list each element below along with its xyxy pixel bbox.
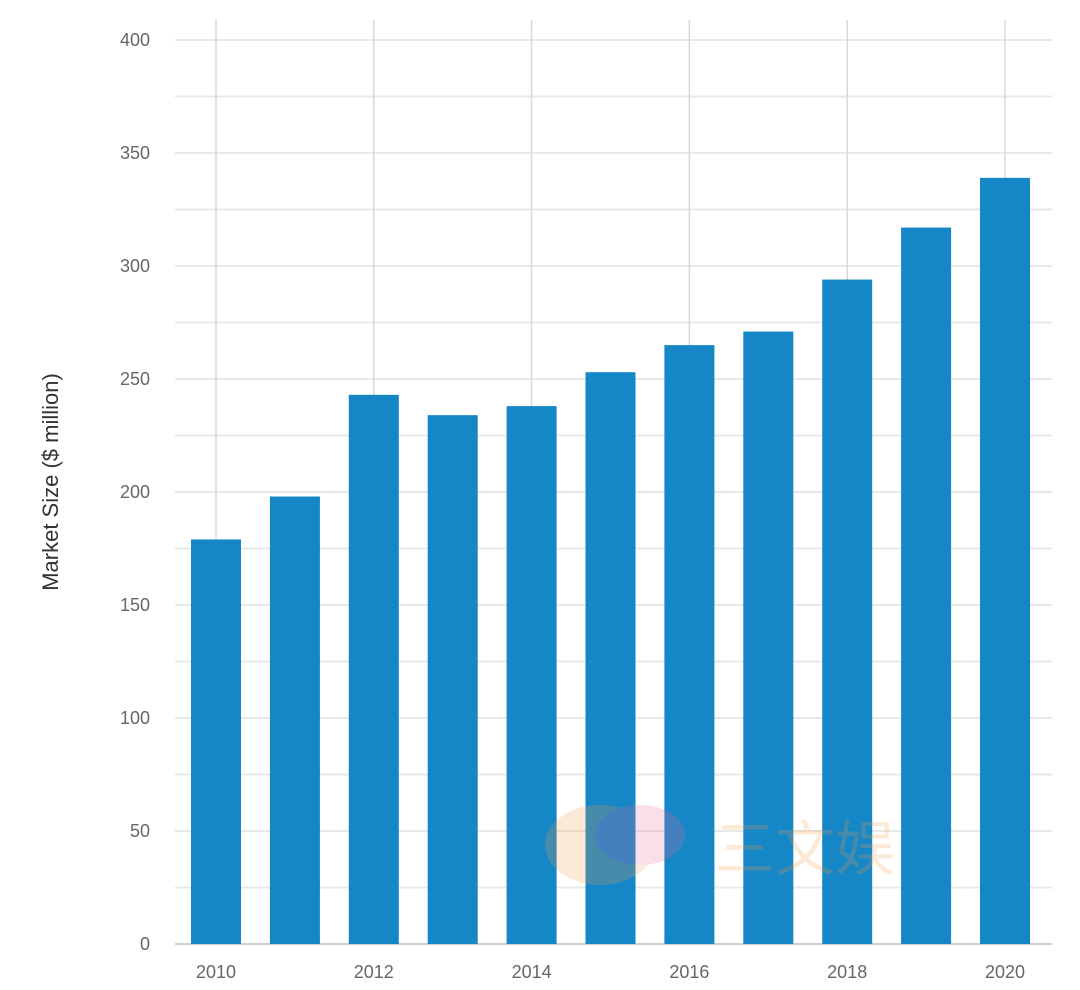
watermark-logo: 三文娱 — [545, 805, 895, 885]
x-tick-label: 2016 — [669, 962, 709, 982]
bar-2013 — [427, 415, 478, 944]
bar-2015 — [585, 372, 636, 945]
y-tick-label: 100 — [120, 708, 150, 728]
bar-2019 — [901, 227, 952, 944]
y-tick-label: 0 — [140, 934, 150, 954]
y-axis-ticks: 0 50 100 150 200 250 300 350 400 — [120, 30, 150, 954]
x-tick-label: 2012 — [354, 962, 394, 982]
svg-text:三文娱: 三文娱 — [715, 815, 895, 885]
x-axis-ticks: 2010 2012 2014 2016 2018 2020 — [196, 962, 1025, 982]
x-tick-label: 2014 — [512, 962, 552, 982]
y-tick-label: 150 — [120, 595, 150, 615]
bar-2012 — [348, 394, 399, 944]
y-tick-label: 50 — [130, 821, 150, 841]
bar-2017 — [743, 331, 794, 944]
bars — [191, 177, 1030, 945]
y-axis-label: Market Size ($ million) — [38, 373, 63, 591]
y-tick-label: 350 — [120, 143, 150, 163]
bar-2011 — [269, 496, 320, 944]
bar-2016 — [664, 345, 715, 945]
y-tick-label: 250 — [120, 369, 150, 389]
y-tick-label: 200 — [120, 482, 150, 502]
x-tick-label: 2018 — [827, 962, 867, 982]
x-tick-label: 2010 — [196, 962, 236, 982]
bar-2018 — [822, 279, 873, 944]
bar-2010 — [191, 539, 241, 944]
x-tick-label: 2020 — [985, 962, 1025, 982]
y-tick-label: 400 — [120, 30, 150, 50]
bar-2020 — [980, 177, 1030, 945]
bar-2014 — [506, 406, 557, 944]
y-tick-label: 300 — [120, 256, 150, 276]
